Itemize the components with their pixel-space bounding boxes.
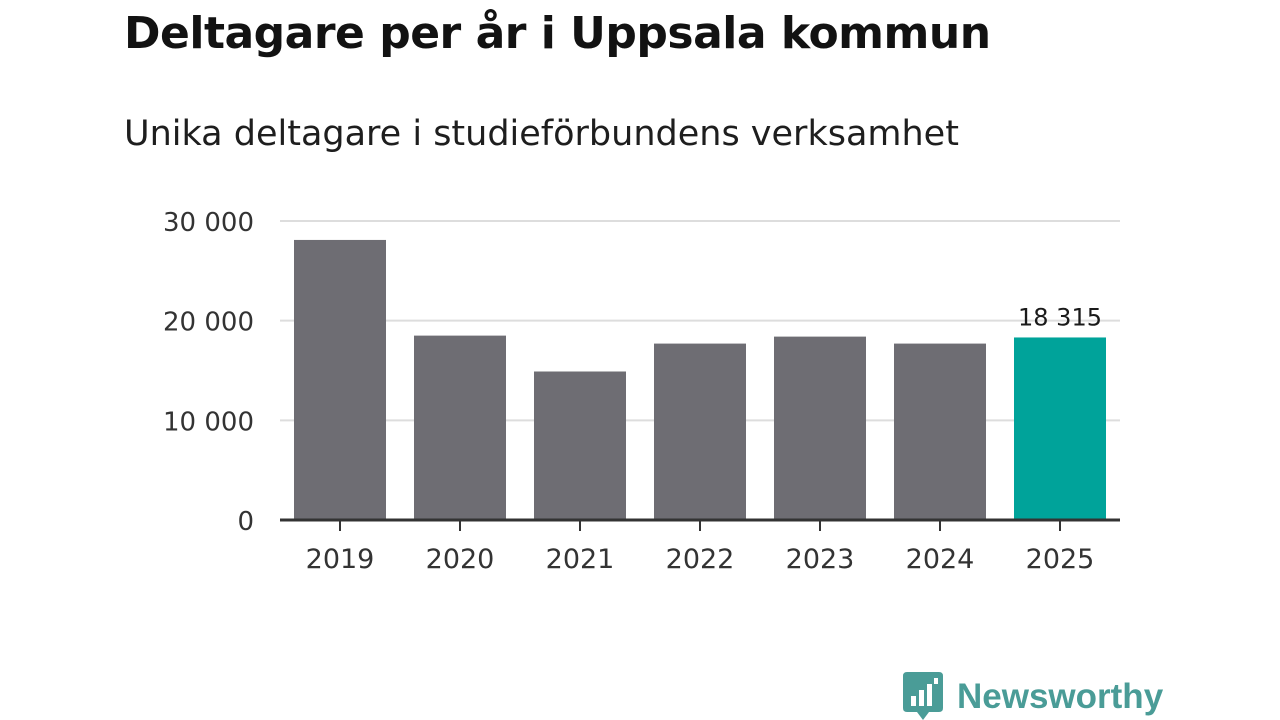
bar-2021 <box>534 371 626 520</box>
x-tick-label: 2024 <box>906 544 975 575</box>
x-axis: 2019 2020 2021 2022 2023 2024 2025 <box>280 518 1120 575</box>
data-labels: 18 315 <box>1018 303 1102 331</box>
bar-2020 <box>414 335 506 520</box>
bar-2025 <box>1014 337 1106 520</box>
y-tick-label: 30 000 <box>163 208 254 238</box>
x-tick-label: 2019 <box>306 544 375 575</box>
y-tick-label: 20 000 <box>163 308 254 338</box>
bar-2022 <box>654 343 746 520</box>
chart-subtitle: Unika deltagare i studieförbundens verks… <box>124 114 959 154</box>
brand-name: Newsworthy <box>957 676 1164 716</box>
x-tick-label: 2023 <box>786 544 855 575</box>
x-tick-label: 2025 <box>1026 544 1095 575</box>
x-tick-label: 2021 <box>546 544 615 575</box>
data-label: 18 315 <box>1018 303 1102 331</box>
bar-2023 <box>774 336 866 520</box>
y-tick-label: 0 <box>237 507 254 537</box>
chart-title: Deltagare per år i Uppsala kommun <box>124 8 991 59</box>
bars <box>294 239 1106 521</box>
y-tick-label: 10 000 <box>163 407 254 437</box>
newsworthy-logo: Newsworthy <box>903 672 1163 720</box>
bar-chart: 0 10 000 20 000 30 000 2019 2020 2021 2022 2023… <box>163 208 1120 575</box>
bar-chart-speech-bubble-icon <box>903 672 943 720</box>
x-tick-label: 2020 <box>426 544 495 575</box>
y-axis-ticks: 0 10 000 20 000 30 000 <box>163 208 254 537</box>
bar-2019 <box>294 239 386 521</box>
bar-2024 <box>894 343 986 520</box>
x-tick-label: 2022 <box>666 544 735 575</box>
